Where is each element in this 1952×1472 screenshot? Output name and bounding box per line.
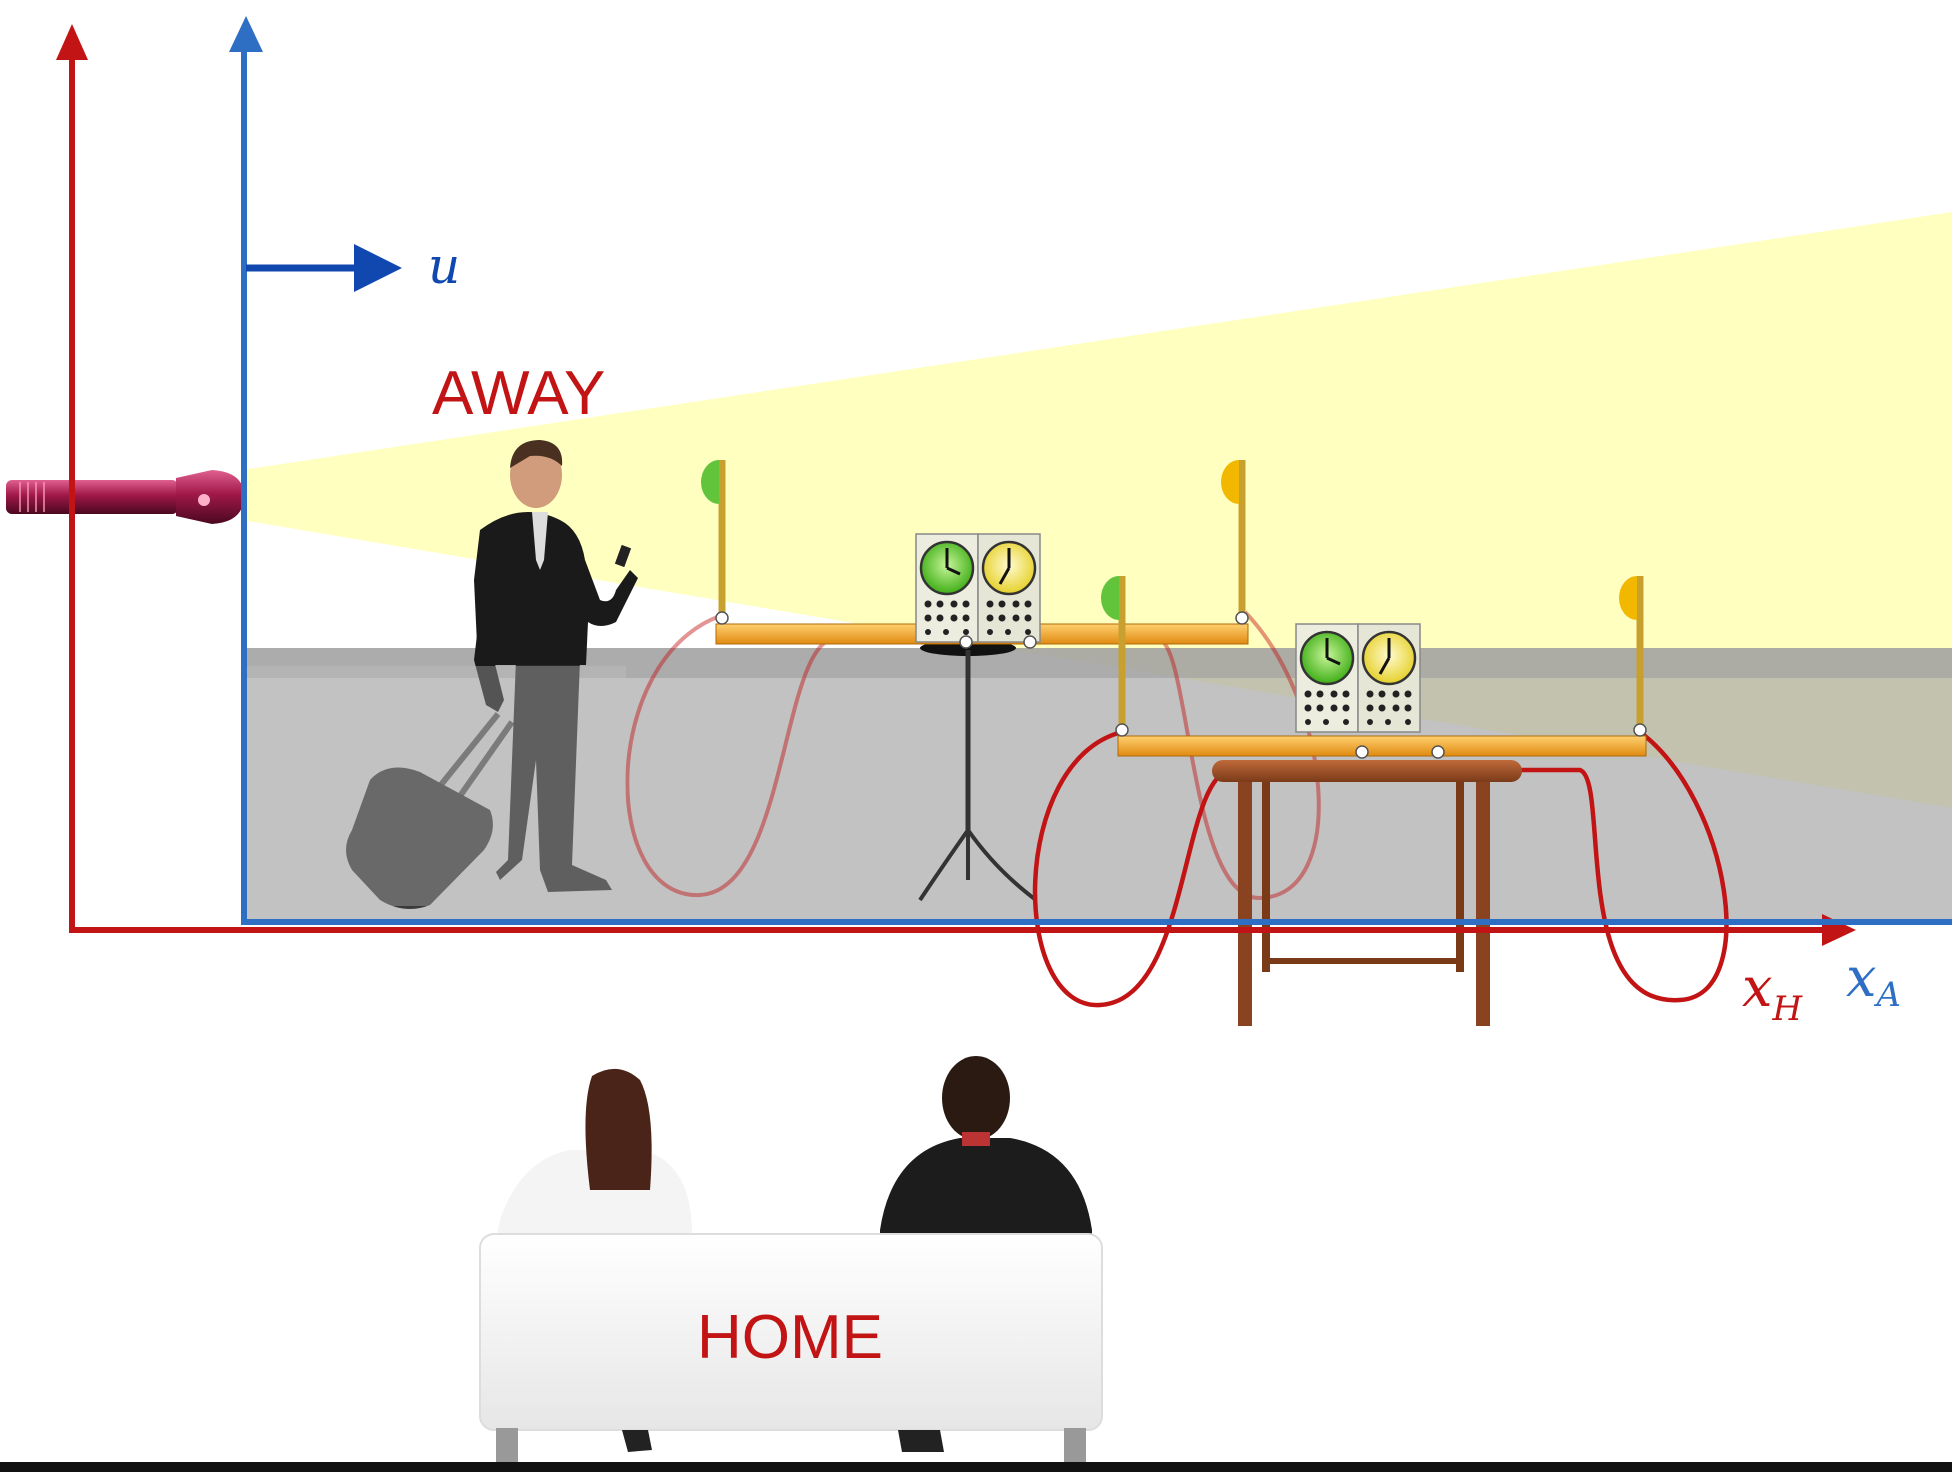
clock-icon — [1294, 622, 1422, 734]
home-frame-axes — [56, 24, 1856, 946]
away-label: AWAY — [432, 359, 605, 428]
home-label: HOME — [697, 1303, 883, 1372]
traveler-icon — [346, 440, 638, 909]
away-frame-axes — [229, 16, 1952, 925]
ruler — [1117, 735, 1647, 757]
flag-icon — [1619, 576, 1647, 737]
velocity-label: u — [428, 237, 460, 295]
velocity-arrow — [246, 244, 402, 292]
flag-icon — [1221, 460, 1249, 625]
flag-icon — [1101, 576, 1129, 737]
x-away-label: xA — [1846, 946, 1901, 1015]
away-apparatus — [625, 460, 1321, 902]
clock-icon — [914, 532, 1042, 644]
couch-icon — [479, 1233, 1103, 1462]
flag-icon — [701, 460, 729, 625]
observers-icon — [496, 1056, 1092, 1240]
suitcase-icon — [346, 712, 515, 909]
x-home-label: xH — [1742, 956, 1803, 1029]
home-apparatus — [1032, 576, 1729, 1026]
flashlight-icon — [6, 470, 244, 524]
ground-line — [0, 1462, 1952, 1472]
